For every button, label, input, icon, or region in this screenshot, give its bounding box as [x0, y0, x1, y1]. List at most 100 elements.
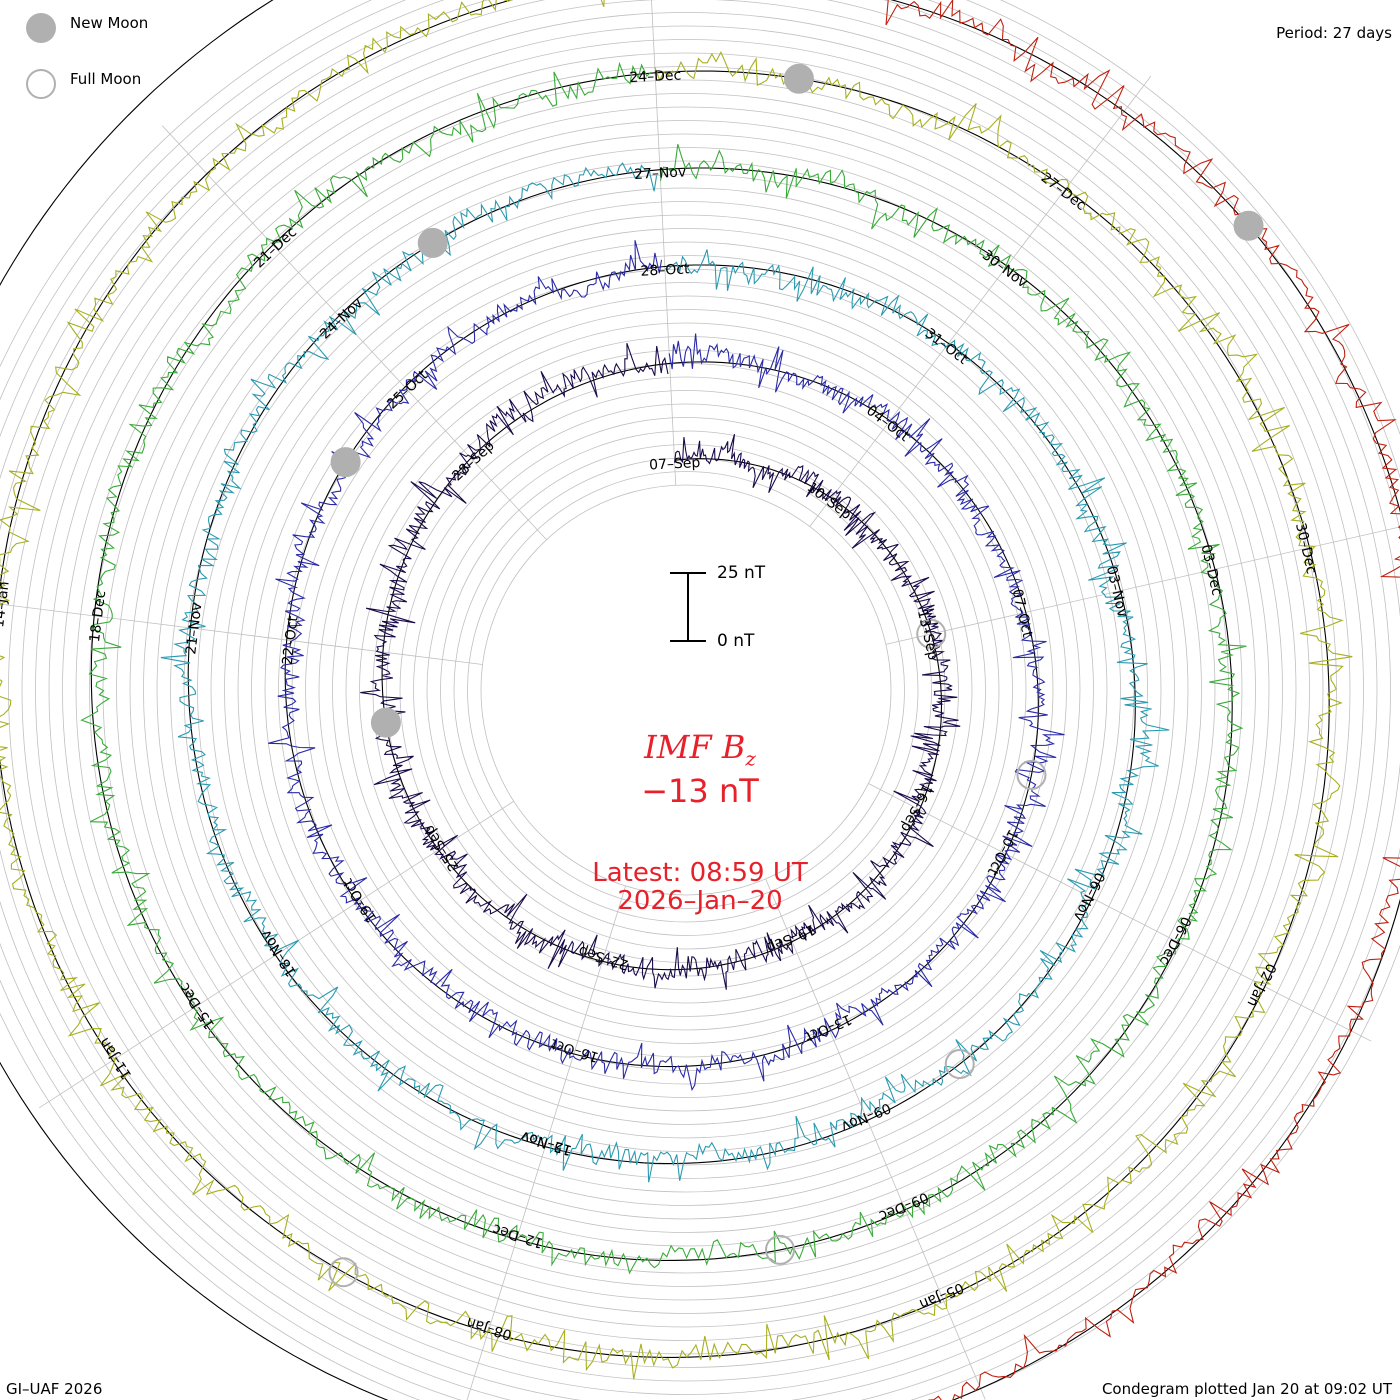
full-moon-marker — [328, 1257, 359, 1288]
date-label: 13–Oct — [802, 1011, 854, 1045]
grid-spoke — [0, 603, 483, 665]
grid-ring — [183, 187, 1189, 1193]
grid-ring — [332, 336, 1040, 1044]
date-label: 31–Oct — [922, 325, 971, 368]
current-value: −13 nT — [641, 772, 759, 810]
full-moon-marker — [916, 618, 947, 649]
parameter-subscript: z — [745, 746, 756, 771]
date-label: 30–Dec — [1292, 521, 1319, 575]
new-moon-marker — [783, 63, 814, 94]
grid-ring — [251, 255, 1121, 1125]
date-label: 27–Nov — [634, 164, 687, 183]
latest-date: 2026–Jan–20 — [617, 886, 783, 916]
grid-ring — [413, 417, 959, 963]
scale-bottom-label: 0 nT — [717, 631, 755, 651]
grid-spoke — [651, 0, 677, 486]
grid-ring — [318, 322, 1054, 1058]
full-moon-legend-icon — [26, 69, 56, 99]
date-label: 21–Nov — [183, 602, 205, 656]
series-line — [80, 61, 1247, 1275]
date-label: 18–Dec — [87, 590, 109, 643]
grid-spoke — [39, 800, 515, 1109]
date-label: 15–Nov — [519, 1127, 574, 1158]
series-line — [268, 240, 1065, 1092]
grid-ring — [467, 471, 905, 909]
series-line — [885, 0, 1400, 1400]
parameter-name: IMF B — [644, 728, 746, 766]
grid-ring — [197, 201, 1175, 1179]
grid-ring — [440, 444, 932, 936]
date-label: 04–Oct — [863, 403, 912, 446]
new-moon-marker — [370, 707, 401, 738]
grid-ring — [0, 0, 1378, 1382]
grid-ring — [278, 282, 1094, 1098]
grid-ring — [116, 120, 1256, 1260]
full-moon-marker — [944, 1049, 975, 1080]
grid-ring — [35, 39, 1337, 1341]
new-moon-marker — [417, 227, 448, 258]
grid-ring — [359, 363, 1013, 1017]
grid-ring — [170, 174, 1202, 1206]
date-label: 09–Dec — [877, 1189, 931, 1224]
new-moon-marker — [330, 447, 361, 478]
series-line — [160, 162, 1170, 1183]
grid-ring — [156, 160, 1216, 1220]
date-label: 28–Oct — [640, 261, 690, 279]
grid-ring — [21, 25, 1351, 1355]
series-line — [360, 343, 961, 990]
date-label: 03–Nov — [1103, 564, 1130, 618]
grid-ring — [372, 376, 1000, 1004]
plotted-timestamp: Condegram plotted Jan 20 at 09:02 UT — [1101, 1380, 1392, 1398]
grid-ring — [224, 228, 1148, 1152]
grid-spoke — [466, 885, 626, 1400]
scale-bar — [670, 572, 706, 642]
date-label: 14–Jan — [0, 580, 13, 628]
grid-ring — [143, 147, 1229, 1233]
grid-ring — [453, 457, 919, 923]
date-label: 24–Dec — [629, 67, 682, 86]
credit-label: GI–UAF 2026 — [6, 1380, 103, 1398]
date-label: 28–Sep — [449, 438, 497, 485]
grid-ring — [305, 309, 1067, 1071]
grid-spoke — [868, 783, 1372, 1042]
grid-spoke — [885, 526, 1400, 645]
grid-ring — [291, 295, 1081, 1085]
grid-ring — [480, 484, 892, 896]
grid-ring — [62, 66, 1310, 1314]
date-label: 07–Sep — [649, 455, 701, 474]
date-label: 21–Dec — [251, 224, 300, 271]
date-label: 22–Oct — [280, 615, 302, 666]
latest-time: Latest: 08:59 UT — [592, 858, 808, 888]
date-label: 10–Sep — [804, 479, 855, 523]
series-line — [0, 0, 1353, 1380]
full-moon-marker — [765, 1234, 796, 1265]
full-moon-marker — [1016, 759, 1047, 790]
date-label: 05–Jan — [917, 1279, 966, 1312]
date-label: 12–Dec — [491, 1220, 545, 1251]
grid-ring — [386, 390, 986, 990]
grid-ring — [102, 106, 1270, 1274]
grid-spoke — [765, 878, 986, 1400]
grid-ring — [210, 214, 1162, 1166]
period-label: Period: 27 days — [1276, 24, 1392, 42]
date-label: 11–Jan — [97, 1034, 136, 1082]
full-moon-legend-label: Full Moon — [70, 70, 142, 88]
date-label: 22–Sep — [577, 942, 631, 972]
date-label: 02–Jan — [1243, 961, 1278, 1010]
grid-ring — [237, 241, 1135, 1139]
moon-markers — [328, 63, 1264, 1288]
grid-ring — [89, 93, 1283, 1287]
new-moon-marker — [1233, 210, 1264, 241]
grid-ring — [264, 268, 1108, 1112]
scale-top-label: 25 nT — [717, 563, 766, 583]
grid-spoke — [809, 75, 1152, 527]
grid-ring — [75, 79, 1297, 1301]
